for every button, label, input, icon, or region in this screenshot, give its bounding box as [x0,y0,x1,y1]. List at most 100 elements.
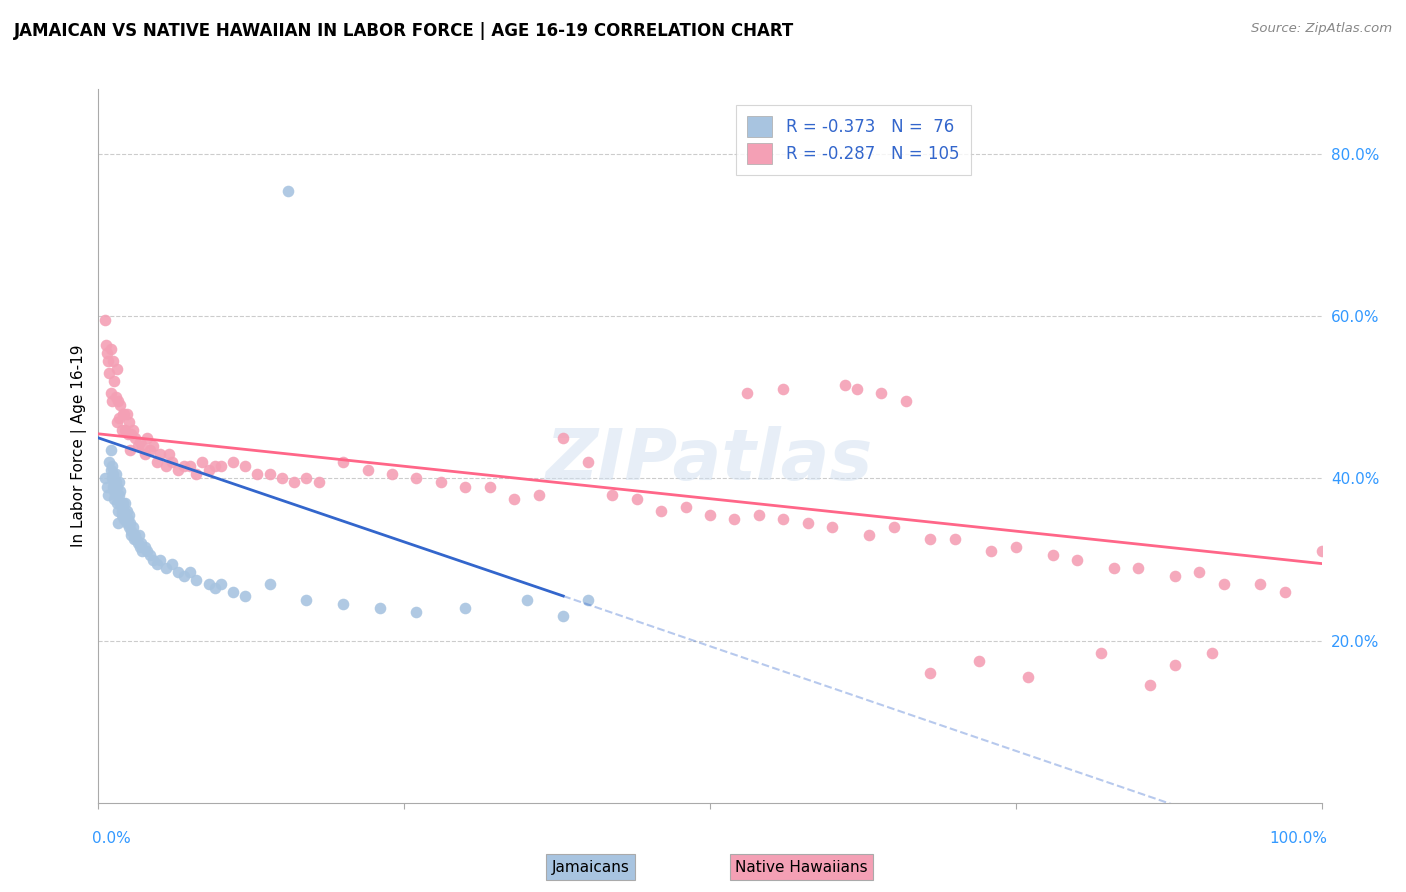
Point [111,496,134,510]
Point [167,463,190,477]
Point [115,504,138,518]
Point [1249,577,1271,591]
Point [699,508,721,522]
Point [405,605,427,619]
Point [97,488,120,502]
Point [129,541,152,555]
Point [1128,560,1150,574]
Point [127,536,149,550]
Point [111,407,134,421]
Point [858,528,880,542]
Point [96,479,118,493]
Point [103,374,125,388]
Point [1274,585,1296,599]
Point [108,475,131,490]
Point [179,459,201,474]
Point [155,459,177,474]
Point [259,467,281,482]
Text: JAMAICAN VS NATIVE HAWAIIAN IN LABOR FORCE | AGE 16-19 CORRELATION CHART: JAMAICAN VS NATIVE HAWAIIAN IN LABOR FOR… [14,22,794,40]
Point [576,593,599,607]
Point [139,443,162,458]
Point [515,593,537,607]
Legend: R = -0.373   N =  76, R = -0.287   N = 105: R = -0.373 N = 76, R = -0.287 N = 105 [735,104,970,176]
Point [104,467,127,482]
Point [114,496,136,510]
Point [120,528,142,542]
Point [97,354,120,368]
Point [139,549,162,563]
Point [478,479,501,493]
Point [209,577,232,591]
Point [100,463,122,477]
Point [259,577,281,591]
Point [107,516,129,530]
Point [111,508,134,522]
Point [626,491,648,506]
Point [173,568,195,582]
Point [222,455,245,469]
Point [129,536,152,550]
Y-axis label: In Labor Force | Age 16-19: In Labor Force | Age 16-19 [72,344,87,548]
Point [246,467,269,482]
Point [1004,541,1026,555]
Point [111,423,134,437]
Text: ZIPatlas: ZIPatlas [547,425,873,495]
Point [121,520,143,534]
Point [883,520,905,534]
Point [101,394,124,409]
Point [222,585,245,599]
Point [120,426,142,441]
Point [129,434,152,449]
Point [101,354,124,368]
Point [430,475,453,490]
Point [600,488,623,502]
Text: Source: ZipAtlas.com: Source: ZipAtlas.com [1251,22,1392,36]
Point [127,439,149,453]
Point [894,394,917,409]
Point [173,459,195,474]
Point [772,382,794,396]
Point [115,407,138,421]
Point [503,491,526,506]
Point [110,483,132,498]
Point [112,407,135,421]
Point [118,520,141,534]
Point [107,394,129,409]
Point [332,597,354,611]
Point [332,455,354,469]
Point [111,504,134,518]
Point [96,345,118,359]
Point [108,410,131,425]
Point [723,512,745,526]
Point [233,459,256,474]
Point [553,431,575,445]
Point [1188,565,1211,579]
Point [797,516,820,530]
Point [197,463,219,477]
Point [967,654,990,668]
Point [117,512,139,526]
Point [98,455,121,469]
Point [142,439,165,453]
Point [108,488,131,502]
Point [103,483,125,498]
Point [115,516,138,530]
Text: 100.0%: 100.0% [1270,831,1327,847]
Point [105,415,128,429]
Point [295,471,318,485]
Point [131,439,153,453]
Point [100,342,122,356]
Point [103,475,125,490]
Point [131,544,153,558]
Point [105,362,128,376]
Point [209,459,232,474]
Point [120,443,142,458]
Point [101,479,124,493]
Text: Native Hawaiians: Native Hawaiians [735,860,868,874]
Point [1066,552,1088,566]
Point [748,508,770,522]
Point [93,313,115,327]
Point [122,533,145,547]
Point [101,471,124,485]
Point [104,390,127,404]
